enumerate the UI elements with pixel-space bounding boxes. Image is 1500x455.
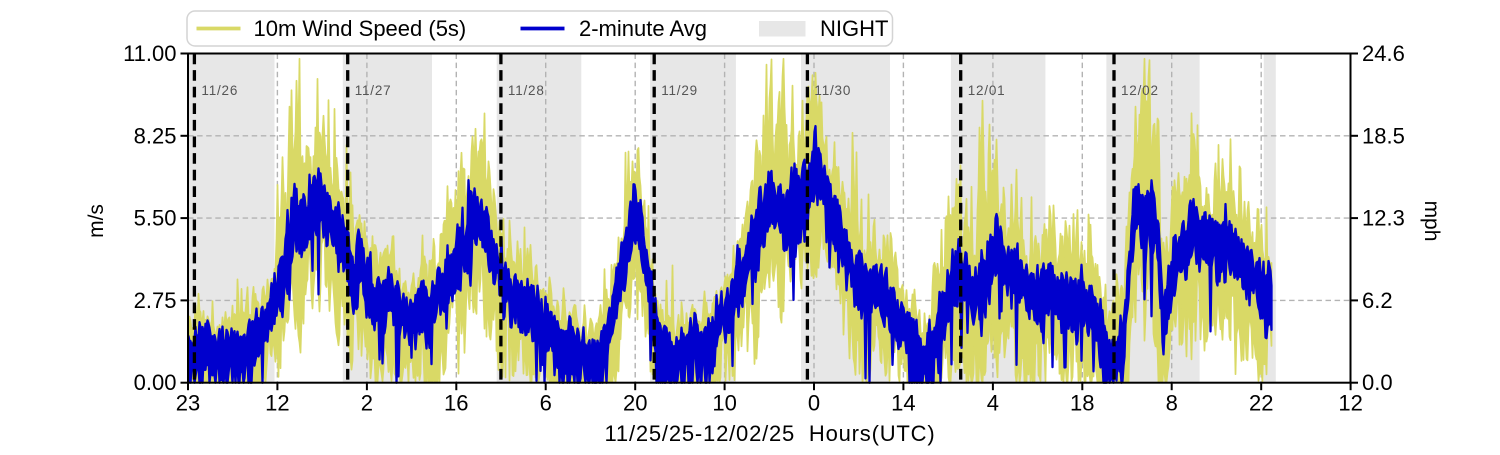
- svg-text:10: 10: [712, 391, 736, 416]
- svg-text:22: 22: [1249, 391, 1273, 416]
- svg-text:2: 2: [361, 391, 373, 416]
- svg-text:11/27: 11/27: [355, 83, 392, 98]
- svg-text:0.0: 0.0: [1362, 370, 1393, 395]
- svg-text:11/28: 11/28: [508, 83, 545, 98]
- svg-text:24.6: 24.6: [1362, 41, 1405, 66]
- svg-text:6.2: 6.2: [1362, 288, 1393, 313]
- svg-text:11/25/25-12/02/25 Hours(UTC): 11/25/25-12/02/25 Hours(UTC): [605, 421, 936, 446]
- svg-text:14: 14: [891, 391, 915, 416]
- svg-text:12: 12: [1338, 391, 1362, 416]
- svg-text:16: 16: [444, 391, 468, 416]
- svg-text:12: 12: [265, 391, 289, 416]
- svg-text:23: 23: [176, 391, 200, 416]
- svg-text:12/01: 12/01: [968, 83, 1006, 98]
- svg-text:NIGHT: NIGHT: [820, 16, 888, 41]
- svg-text:2-minute Avg: 2-minute Avg: [579, 16, 707, 41]
- svg-text:20: 20: [623, 391, 647, 416]
- svg-text:0.00: 0.00: [134, 370, 177, 395]
- svg-text:0: 0: [808, 391, 820, 416]
- svg-text:4: 4: [987, 391, 999, 416]
- svg-text:10m Wind Speed (5s): 10m Wind Speed (5s): [254, 16, 467, 41]
- svg-text:12.3: 12.3: [1362, 206, 1405, 231]
- svg-text:12/02: 12/02: [1121, 83, 1159, 98]
- svg-text:18.5: 18.5: [1362, 123, 1405, 148]
- svg-text:mph: mph: [1420, 201, 1443, 242]
- svg-text:6: 6: [540, 391, 552, 416]
- svg-text:m/s: m/s: [85, 204, 108, 238]
- svg-text:8.25: 8.25: [134, 123, 177, 148]
- svg-text:11/30: 11/30: [814, 83, 851, 98]
- svg-text:18: 18: [1070, 391, 1094, 416]
- svg-text:8: 8: [1166, 391, 1178, 416]
- svg-text:11/26: 11/26: [201, 83, 238, 98]
- svg-text:5.50: 5.50: [134, 206, 177, 231]
- svg-text:2.75: 2.75: [134, 288, 177, 313]
- svg-text:11/29: 11/29: [661, 83, 698, 98]
- svg-text:11.00: 11.00: [123, 41, 176, 66]
